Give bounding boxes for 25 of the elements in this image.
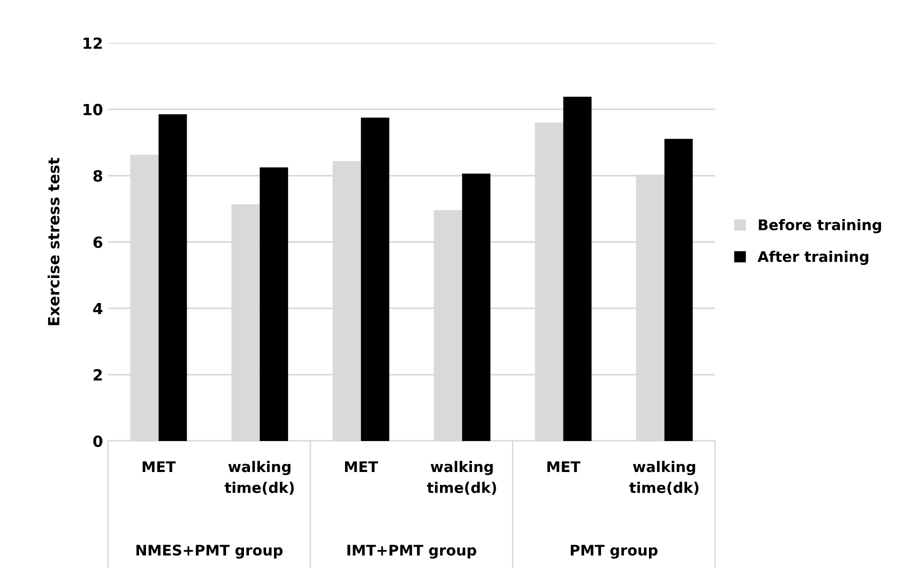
y-tick-label: 12 — [84, 37, 102, 49]
y-tick-label: 10 — [84, 104, 102, 116]
x-tick-label: MET — [142, 461, 176, 472]
legend-label: After training — [758, 250, 868, 265]
y-tick-label: 4 — [93, 303, 102, 314]
x-tick-label: MET — [345, 461, 378, 472]
x-tick-label: walking time(dk) — [427, 460, 496, 495]
y-axis-title: Exercise stress test — [48, 158, 60, 326]
y-tick-label: 6 — [93, 236, 102, 248]
legend-label: Before training — [758, 219, 882, 234]
text: IMT+PMT group — [347, 544, 476, 559]
text: NMES+PMT group — [136, 544, 283, 559]
bar — [563, 96, 592, 441]
x-tick-label: walking time(dk) — [629, 460, 698, 495]
y-tick-label: 2 — [94, 369, 102, 380]
y-tick-label: 0 — [93, 435, 102, 448]
bar — [260, 167, 288, 441]
x-tick-label: MET — [547, 461, 580, 472]
y-tick-label: 8 — [93, 170, 102, 182]
x-tick-label: walking time(dk) — [224, 460, 294, 495]
bar — [158, 114, 187, 441]
bar — [664, 138, 693, 441]
text: PMT group — [570, 544, 658, 559]
bar — [360, 118, 390, 441]
bar — [462, 174, 490, 441]
